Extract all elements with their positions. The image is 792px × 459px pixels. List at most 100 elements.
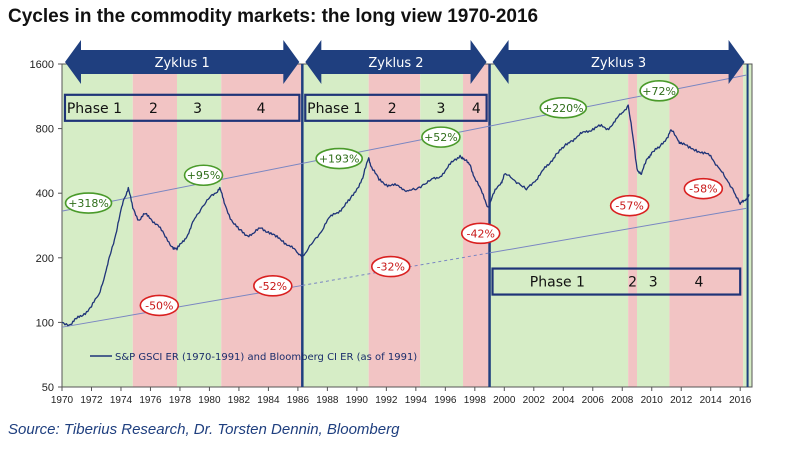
legend: S&P GSCI ER (1970-1991) and Bloomberg CI… — [90, 352, 417, 363]
annotation-label: +193% — [319, 153, 360, 166]
phase-label: 2 — [388, 101, 397, 117]
annotation-label: +52% — [424, 131, 458, 144]
annotation-ellipse-6 — [421, 126, 461, 148]
phase-label: Phase 1 — [67, 101, 122, 117]
x-tick-label: 1984 — [257, 395, 280, 406]
x-tick-label: 1990 — [346, 395, 369, 406]
annotation-ellipse-1 — [139, 294, 180, 317]
x-tick-label: 1994 — [405, 395, 428, 406]
annotation-ellipse-9 — [639, 80, 679, 102]
legend-label: S&P GSCI ER (1970-1991) and Bloomberg CI… — [115, 352, 417, 363]
x-tick-label: 1978 — [169, 395, 192, 406]
series-path — [61, 104, 750, 327]
band-1 — [132, 64, 177, 387]
cycle-arrow-1 — [305, 40, 487, 84]
annotation-label: -58% — [689, 183, 717, 196]
x-tick-label: 1970 — [51, 395, 74, 406]
phase-label: Phase 1 — [307, 101, 362, 117]
band-5 — [368, 64, 421, 387]
band-11 — [669, 64, 744, 387]
cycle-arrows: Zyklus 1 Zyklus 2 Zyklus 3 — [65, 40, 745, 84]
source-note: Source: Tiberius Research, Dr. Torsten D… — [8, 421, 400, 438]
cycle-label: Zyklus 2 — [368, 56, 423, 71]
annotation-label: -32% — [377, 261, 405, 274]
cycle-label: Zyklus 3 — [591, 56, 646, 71]
phase-label: 2 — [149, 101, 158, 117]
band-6 — [420, 64, 464, 387]
x-tick-label: 1980 — [198, 395, 221, 406]
annotation-ellipse-0 — [64, 192, 113, 214]
trend-line-1 — [61, 74, 747, 212]
cycle-arrow-0 — [65, 40, 300, 84]
phase-label: 4 — [694, 275, 703, 291]
annotation-label: -52% — [259, 280, 287, 293]
phase-box-2 — [491, 267, 742, 296]
x-tick-label: 2000 — [493, 395, 516, 406]
cycle-arrow-2 — [492, 40, 745, 84]
y-tick-label: 800 — [36, 124, 54, 136]
annotation-label: -57% — [615, 200, 643, 213]
y-tick-label: 1600 — [30, 59, 54, 71]
x-tick-label: 2016 — [729, 395, 752, 406]
x-tick-label: 2008 — [611, 395, 634, 406]
x-tick-label: 1976 — [139, 395, 162, 406]
x-tick-label: 1988 — [316, 395, 339, 406]
phase-label: 3 — [436, 101, 445, 117]
phase-bands — [62, 64, 752, 387]
phase-label: 3 — [649, 275, 658, 291]
band-9 — [628, 64, 637, 387]
annotation-ellipse-8 — [539, 97, 588, 119]
annotation-label: +318% — [68, 197, 109, 210]
annotations: +318% -50% +95% -52% +193% -32% +52% -42% +220% +… — [64, 80, 724, 317]
y-tick-label: 100 — [36, 317, 54, 329]
x-tick-label: 1972 — [80, 395, 103, 406]
trend-line-0-b — [489, 207, 747, 254]
y-tick-label: 50 — [42, 382, 54, 394]
band-2 — [177, 64, 222, 387]
annotation-label: +95% — [187, 169, 221, 182]
x-tick-label: 2012 — [670, 395, 693, 406]
annotation-ellipse-5 — [370, 255, 411, 278]
band-3 — [221, 64, 303, 387]
x-tick-label: 1996 — [434, 395, 457, 406]
x-tick-label: 1992 — [375, 395, 398, 406]
annotation-label: +220% — [543, 102, 584, 115]
phase-box-1 — [304, 93, 488, 122]
band-0 — [62, 64, 133, 387]
x-tick-label: 2006 — [582, 395, 605, 406]
phase-label: 3 — [193, 101, 202, 117]
annotation-label: +72% — [642, 85, 676, 98]
y-tick-label: 400 — [36, 188, 54, 200]
phase-label: Phase 1 — [530, 275, 585, 291]
x-tick-label: 1974 — [110, 395, 133, 406]
phase-label: 2 — [628, 275, 637, 291]
phase-box-0 — [63, 93, 301, 122]
x-tick-label: 2010 — [641, 395, 664, 406]
y-tick-label: 200 — [36, 253, 54, 265]
annotation-label: -42% — [467, 227, 495, 240]
band-10 — [637, 64, 670, 387]
x-tick-label: 2002 — [523, 395, 546, 406]
trend-lines — [61, 74, 747, 328]
chart-title: Cycles in the commodity markets: the lon… — [8, 6, 539, 27]
annotation-ellipse-11 — [683, 177, 724, 200]
x-tick-label: 1986 — [287, 395, 310, 406]
cycle-label: Zyklus 1 — [155, 56, 210, 71]
series-line — [61, 104, 750, 327]
annotation-ellipse-3 — [253, 275, 293, 297]
annotation-ellipse-10 — [609, 194, 650, 217]
band-4 — [302, 64, 369, 387]
x-tick-label: 2004 — [552, 395, 575, 406]
x-tick-label: 2014 — [700, 395, 723, 406]
annotation-ellipse-2 — [183, 164, 224, 187]
phase-label: 4 — [257, 101, 266, 117]
phase-label: 4 — [472, 101, 481, 117]
annotation-ellipse-7 — [460, 222, 501, 245]
annotation-label: -50% — [145, 299, 173, 312]
axes: 1970 1972 1974 1976 1978 1980 1982 1984 1986 1988… — [30, 59, 752, 406]
trend-line-0-dashed — [302, 252, 490, 286]
annotation-ellipse-4 — [315, 147, 363, 170]
x-tick-label: 1998 — [464, 395, 487, 406]
